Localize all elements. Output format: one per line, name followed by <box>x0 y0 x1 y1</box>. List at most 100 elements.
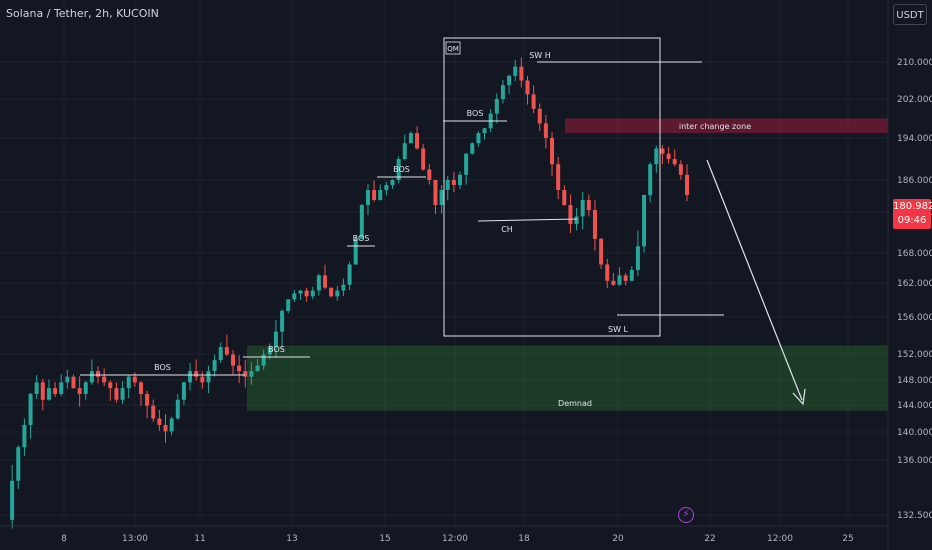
candle-body <box>685 174 689 195</box>
candle-body <box>390 180 395 185</box>
projection-arrow <box>706 159 803 401</box>
candle-body <box>16 447 21 481</box>
price-tick-label: 132.500 <box>897 511 932 521</box>
price-axis[interactable]: 210.000202.000194.000186.000173.000168.0… <box>887 0 932 550</box>
candle-body <box>53 388 58 394</box>
candle-body <box>218 347 223 361</box>
candle-body <box>408 133 413 144</box>
time-tick-label: 11 <box>194 534 205 544</box>
candle-body <box>439 190 444 205</box>
candle-body <box>654 148 659 165</box>
time-tick-label: 13:00 <box>122 534 148 544</box>
candle-body <box>175 399 180 419</box>
lightning-icon[interactable]: ⚡ <box>678 507 694 523</box>
candle-body <box>347 264 352 285</box>
candle-body <box>267 347 272 355</box>
candle-body <box>71 376 76 389</box>
time-axis[interactable]: 8 13:00 11 13 15 12:00 18 20 22 12:00 25 <box>0 525 888 544</box>
candle-body <box>83 382 88 394</box>
last-price-value: 180.982 <box>893 201 932 212</box>
candle-body <box>157 418 162 425</box>
candle-body <box>323 275 328 288</box>
candle-body <box>138 382 143 394</box>
price-tick-label: 194.000 <box>897 134 932 144</box>
candle-body <box>482 128 487 134</box>
candle-body <box>304 290 309 297</box>
price-tick-label: 168.000 <box>897 249 932 259</box>
candle-body <box>231 354 235 366</box>
candle-body <box>519 66 524 81</box>
price-tick-label: 156.000 <box>897 313 932 323</box>
candle-body <box>102 376 107 383</box>
candle-body <box>249 371 254 377</box>
candle-body <box>574 216 579 224</box>
candle-body <box>280 310 285 332</box>
last-price-tag: 180.982 09:46 <box>893 199 932 229</box>
price-tick-label: 136.000 <box>897 456 932 466</box>
candle-body <box>224 347 229 355</box>
candle-body <box>40 382 45 400</box>
candle-body <box>611 280 616 285</box>
candle-body <box>458 174 462 185</box>
candle-body <box>200 376 205 383</box>
candle-body <box>445 180 450 190</box>
candle-body <box>286 299 291 311</box>
candle-body <box>273 331 278 348</box>
price-tick-label: 210.000 <box>897 58 932 68</box>
candle-body <box>108 382 113 389</box>
candle-body <box>635 246 640 270</box>
currency-button[interactable]: USDT <box>893 4 927 25</box>
candle-body <box>126 376 131 389</box>
candle-body <box>114 388 119 400</box>
candle-body <box>22 424 27 448</box>
candle-body <box>402 143 407 159</box>
time-tick-label: 22 <box>704 534 715 544</box>
time-tick-label: 20 <box>612 534 624 544</box>
candle-body <box>151 405 156 419</box>
candle-body <box>365 190 370 205</box>
candle-body <box>120 388 125 400</box>
price-tick-label: 144.000 <box>897 401 932 411</box>
candle-body <box>586 200 591 210</box>
candle-body <box>660 148 665 154</box>
candle-body <box>672 159 677 165</box>
bos-label: BOS <box>467 109 484 118</box>
ch-line <box>477 218 578 222</box>
bos-label: BOS <box>393 165 410 174</box>
candle-body <box>378 190 383 200</box>
candle-body <box>550 138 555 165</box>
qm-box <box>443 37 661 337</box>
candle-body <box>525 80 530 95</box>
bos-label: BOS <box>353 234 370 243</box>
bos-label: BOS <box>268 345 285 354</box>
chart-zones <box>247 118 888 411</box>
candle-body <box>181 382 186 400</box>
price-tick-label: 140.000 <box>897 428 932 438</box>
candle-body <box>580 200 585 217</box>
sw-l-label: SW L <box>608 325 629 334</box>
time-tick-label: 12:00 <box>767 534 793 544</box>
candle-body <box>96 371 101 377</box>
candle-body <box>359 205 364 239</box>
bos-label: BOS <box>154 363 171 372</box>
price-tick-label: 202.000 <box>897 95 932 105</box>
candle-body <box>513 66 518 76</box>
candle-body <box>562 190 567 205</box>
bar-countdown: 09:46 <box>897 215 927 226</box>
candle-body <box>568 205 573 224</box>
pair-title[interactable]: Solana / Tether, 2h, KUCOIN <box>6 7 159 20</box>
candle-body <box>556 164 561 190</box>
time-tick-label: 8 <box>61 534 67 544</box>
candle-body <box>642 195 647 247</box>
candle-body <box>666 153 671 159</box>
candle-body <box>89 371 94 383</box>
candle-body <box>237 365 242 372</box>
candle-body <box>494 99 499 114</box>
candle-body <box>34 382 39 394</box>
candle-body <box>427 169 432 180</box>
candle-body <box>310 290 315 297</box>
candle-body <box>341 284 346 291</box>
time-tick-label: 13 <box>286 534 297 544</box>
candle-body <box>28 393 33 425</box>
